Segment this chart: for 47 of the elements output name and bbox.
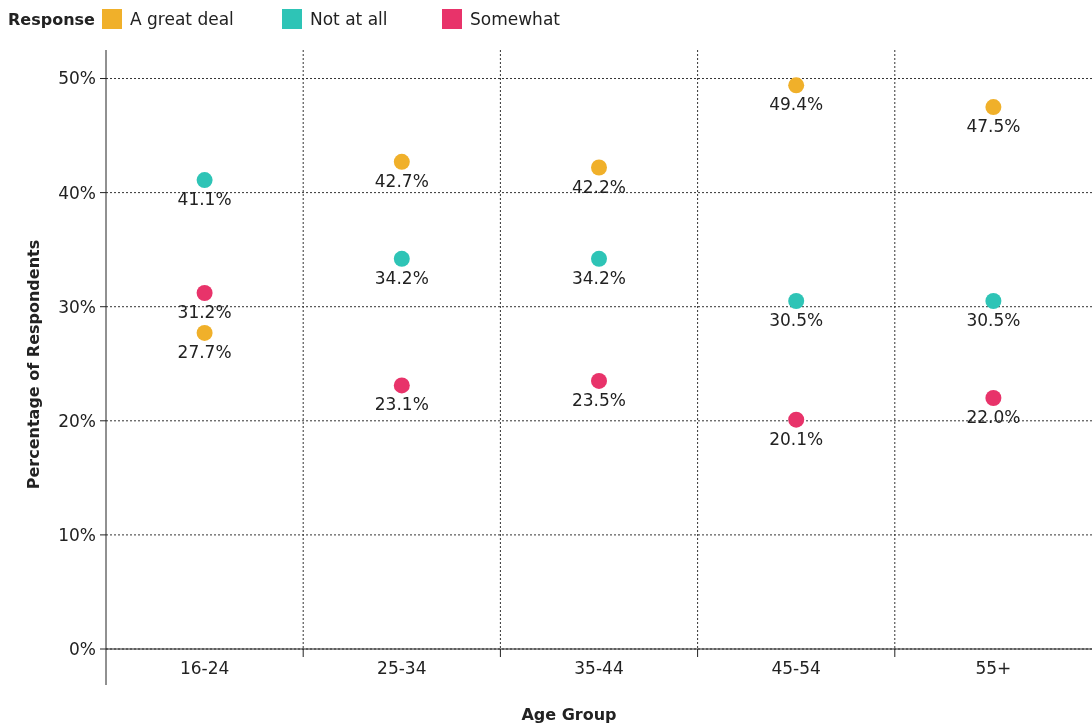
point <box>591 250 607 267</box>
x-tick-label: 55+ <box>975 658 1012 678</box>
point <box>985 99 1002 116</box>
point <box>196 285 213 302</box>
data-label: 30.5% <box>966 310 1021 331</box>
data-label: 49.4% <box>769 94 824 115</box>
x-tick-label: 25-34 <box>377 658 427 678</box>
point <box>788 293 805 310</box>
data-label: 20.1% <box>769 428 824 449</box>
point <box>788 77 805 94</box>
y-axis-title: Percentage of Respondents <box>24 239 43 490</box>
y-tick-label: 40% <box>58 182 96 203</box>
point <box>591 372 607 389</box>
data-label: 22.0% <box>966 406 1021 427</box>
point <box>788 411 805 428</box>
point <box>591 159 607 176</box>
y-tick-label: 20% <box>58 410 96 431</box>
legend-title: Response <box>8 10 96 29</box>
point <box>393 377 410 394</box>
x-tick-label: 35-44 <box>574 658 624 678</box>
legend-label: A great deal <box>130 9 234 29</box>
point <box>393 153 410 170</box>
data-label: 31.2% <box>177 302 232 323</box>
legend-label: Not at all <box>310 9 388 29</box>
point <box>985 389 1002 406</box>
point <box>196 172 213 189</box>
x-tick-label: 45-54 <box>771 658 821 678</box>
data-label: 42.7% <box>374 170 429 191</box>
y-tick-label: 30% <box>58 296 96 317</box>
point <box>393 250 410 267</box>
y-tick-label: 50% <box>58 68 96 89</box>
data-label: 34.2% <box>571 267 627 288</box>
legend-label: Somewhat <box>470 9 561 29</box>
y-tick-label: 0% <box>69 638 96 659</box>
x-axis-title: Age Group <box>521 705 617 724</box>
x-tick-label: 16-24 <box>179 658 230 678</box>
data-label: 23.5% <box>571 389 627 410</box>
data-label: 23.1% <box>374 394 429 415</box>
point <box>196 324 213 341</box>
point <box>985 293 1002 310</box>
y-tick-label: 10% <box>58 524 96 545</box>
data-label: 41.1% <box>177 189 232 210</box>
data-label: 47.5% <box>966 116 1021 137</box>
data-label: 42.2% <box>571 176 627 197</box>
data-label: 27.7% <box>177 341 232 362</box>
data-label: 34.2% <box>374 267 429 288</box>
data-label: 30.5% <box>769 310 824 331</box>
